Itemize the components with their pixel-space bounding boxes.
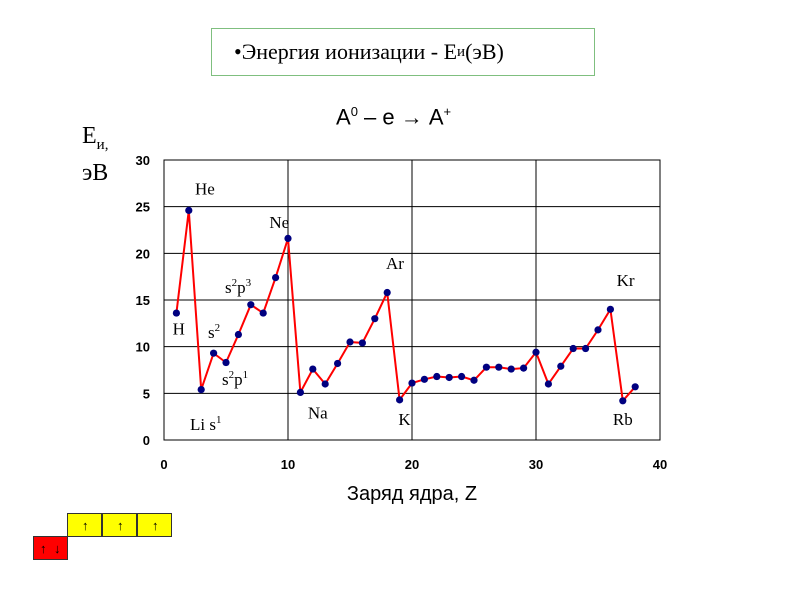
- ylabel-unit: эВ: [82, 159, 109, 186]
- p-orbital-cell-1: ↑: [67, 513, 102, 537]
- spin-down-arrow-s: ↓: [54, 541, 61, 556]
- data-point: [210, 349, 218, 357]
- config-label-li-s1: Li s1: [190, 414, 221, 434]
- data-point: [470, 376, 478, 384]
- config-label-s2p1: s2p1: [222, 369, 248, 389]
- data-point: [172, 309, 180, 317]
- title-sub: и: [457, 43, 466, 60]
- element-label-na: Na: [308, 404, 328, 423]
- y-tick-label: 15: [136, 293, 150, 308]
- element-label-ar: Ar: [386, 254, 404, 273]
- data-point: [507, 365, 515, 373]
- y-tick-label: 0: [143, 433, 150, 448]
- p-orbital-cell-3: ↑: [137, 513, 172, 537]
- data-point: [396, 396, 404, 404]
- x-tick-label: 0: [160, 457, 167, 472]
- element-label-ne: Ne: [269, 213, 289, 232]
- data-point: [346, 338, 354, 346]
- data-point: [408, 379, 416, 387]
- y-tick-label: 10: [136, 340, 150, 355]
- data-point: [544, 380, 553, 388]
- reaction-sup-zero: 0: [350, 104, 358, 119]
- element-label-k: K: [398, 410, 411, 429]
- reaction-atom: А: [336, 104, 351, 130]
- element-label-kr: Kr: [617, 271, 635, 290]
- x-tick-label: 10: [281, 457, 295, 472]
- element-label-he: He: [195, 180, 215, 199]
- data-point: [495, 363, 503, 371]
- reaction-equation: А0 – е → А+: [336, 104, 451, 130]
- data-point: [371, 315, 379, 323]
- data-point: [582, 344, 590, 353]
- x-axis-label: Заряд ядра, Z: [347, 483, 477, 505]
- data-point: [296, 388, 304, 396]
- data-point: [445, 373, 453, 382]
- title-suffix: (эВ): [465, 39, 504, 64]
- data-point: [185, 206, 193, 214]
- config-label-s2: s2: [208, 322, 220, 342]
- element-label-h: H: [173, 320, 185, 339]
- ylabel-sub: и,: [96, 136, 109, 153]
- data-point: [557, 362, 565, 370]
- data-point: [520, 364, 528, 372]
- data-point: [482, 363, 490, 371]
- data-point: [284, 234, 292, 242]
- data-point: [383, 288, 391, 297]
- data-point: [259, 309, 267, 317]
- reaction-middle: – е → А: [357, 104, 444, 130]
- ylabel-main: Е: [82, 123, 97, 149]
- data-point: [197, 386, 205, 394]
- s-orbital-cell: ↑ ↓: [33, 536, 68, 560]
- data-point: [458, 372, 466, 381]
- y-tick-label: 30: [136, 153, 150, 168]
- data-point: [594, 326, 602, 334]
- data-point: [619, 397, 627, 405]
- spin-up-arrow-2: ↑: [117, 518, 124, 533]
- x-tick-label: 30: [529, 457, 543, 472]
- data-point: [334, 359, 342, 368]
- data-point: [321, 380, 329, 388]
- y-tick-label: 25: [136, 200, 150, 215]
- data-point: [247, 301, 255, 309]
- data-point: [234, 330, 242, 339]
- data-point: [272, 274, 280, 282]
- data-point: [309, 365, 317, 373]
- config-label-s2p3: s2p3: [225, 277, 252, 297]
- data-point: [569, 344, 577, 353]
- spin-up-arrow-s: ↑: [40, 541, 47, 556]
- data-point: [433, 372, 441, 381]
- x-tick-label: 40: [653, 457, 667, 472]
- data-point: [420, 375, 428, 383]
- p-orbital-cell-2: ↑: [102, 513, 137, 537]
- title-prefix: •Энергия ионизации - Е: [234, 39, 458, 64]
- spin-up-arrow-3: ↑: [152, 518, 159, 533]
- spin-up-arrow-1: ↑: [82, 518, 89, 533]
- x-tick-label: 20: [405, 457, 419, 472]
- data-point: [222, 358, 230, 367]
- reaction-sup-plus: +: [443, 104, 452, 119]
- data-point: [532, 348, 540, 356]
- y-axis-label: Еи, эВ: [82, 122, 108, 187]
- y-tick-label: 5: [143, 386, 150, 401]
- data-point: [631, 383, 639, 391]
- y-tick-label: 20: [136, 246, 150, 261]
- data-point: [358, 339, 366, 347]
- data-point: [606, 305, 615, 313]
- element-label-rb: Rb: [613, 410, 633, 429]
